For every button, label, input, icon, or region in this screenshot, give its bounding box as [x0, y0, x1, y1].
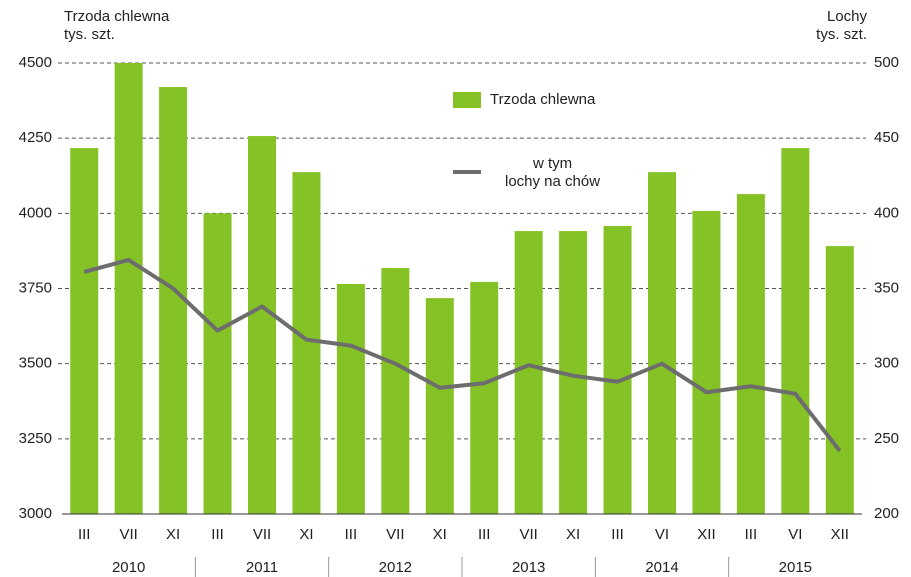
year-label: 2015 — [779, 559, 812, 576]
y2-tick-label: 200 — [874, 505, 899, 522]
year-label: 2010 — [112, 559, 145, 576]
y2-axis-title: Lochy tys. szt. — [816, 8, 867, 43]
x-tick-label: XI — [566, 526, 580, 543]
x-tick-label: VII — [253, 526, 271, 543]
year-label: 2011 — [246, 559, 278, 576]
bar — [425, 298, 454, 514]
x-tick-label: III — [345, 526, 358, 543]
bar — [603, 225, 632, 514]
bar — [114, 63, 143, 514]
bar — [825, 246, 854, 514]
x-tick-label: XII — [831, 526, 849, 543]
bar — [736, 194, 765, 514]
bar — [514, 231, 543, 514]
bar — [70, 148, 99, 514]
y-tick-label: 4000 — [19, 204, 52, 221]
legend-label: w tym lochy na chów — [505, 155, 601, 190]
y-tick-label: 4250 — [19, 129, 52, 146]
y-tick-label: 4500 — [19, 54, 52, 71]
x-tick-label: III — [611, 526, 624, 543]
y-axis-title: Trzoda chlewna tys. szt. — [64, 8, 170, 43]
line — [83, 257, 842, 453]
bar — [648, 172, 676, 514]
x-tick-label: XI — [433, 526, 447, 543]
x-tick-label: III — [478, 526, 491, 543]
y2-tick-label: 300 — [874, 355, 899, 372]
legend-label: Trzoda chlewna — [490, 91, 596, 108]
x-tick-label: VII — [119, 526, 137, 543]
bar — [336, 283, 365, 514]
x-tick-label: III — [78, 526, 91, 543]
bar — [692, 210, 721, 515]
bar — [470, 281, 499, 514]
y2-tick-label: 400 — [874, 204, 899, 221]
y-tick-label: 3000 — [19, 505, 52, 522]
y2-tick-label: 500 — [874, 54, 899, 71]
bar — [292, 172, 321, 514]
x-tick-label: VII — [519, 526, 537, 543]
year-label: 2013 — [512, 559, 545, 576]
bar — [248, 136, 276, 514]
x-tick-label: III — [745, 526, 758, 543]
x-tick-label: VI — [788, 526, 802, 543]
bar — [781, 148, 810, 514]
x-tick-label: XII — [697, 526, 715, 543]
bar — [381, 268, 410, 514]
x-tick-label: III — [211, 526, 224, 543]
y-tick-label: 3750 — [19, 279, 52, 296]
y-tick-label: 3250 — [19, 430, 52, 447]
bar — [203, 213, 232, 515]
x-tick-label: XI — [166, 526, 180, 543]
bar — [159, 87, 188, 514]
legend-swatch — [453, 92, 481, 108]
y2-tick-label: 450 — [874, 129, 899, 146]
year-label: 2014 — [645, 559, 678, 576]
y2-tick-label: 250 — [874, 430, 899, 447]
x-tick-label: VI — [655, 526, 669, 543]
x-tick-label: XI — [299, 526, 313, 543]
y-tick-label: 3500 — [19, 355, 52, 372]
year-label: 2012 — [379, 559, 412, 576]
y2-tick-label: 350 — [874, 279, 899, 296]
x-tick-label: VII — [386, 526, 404, 543]
